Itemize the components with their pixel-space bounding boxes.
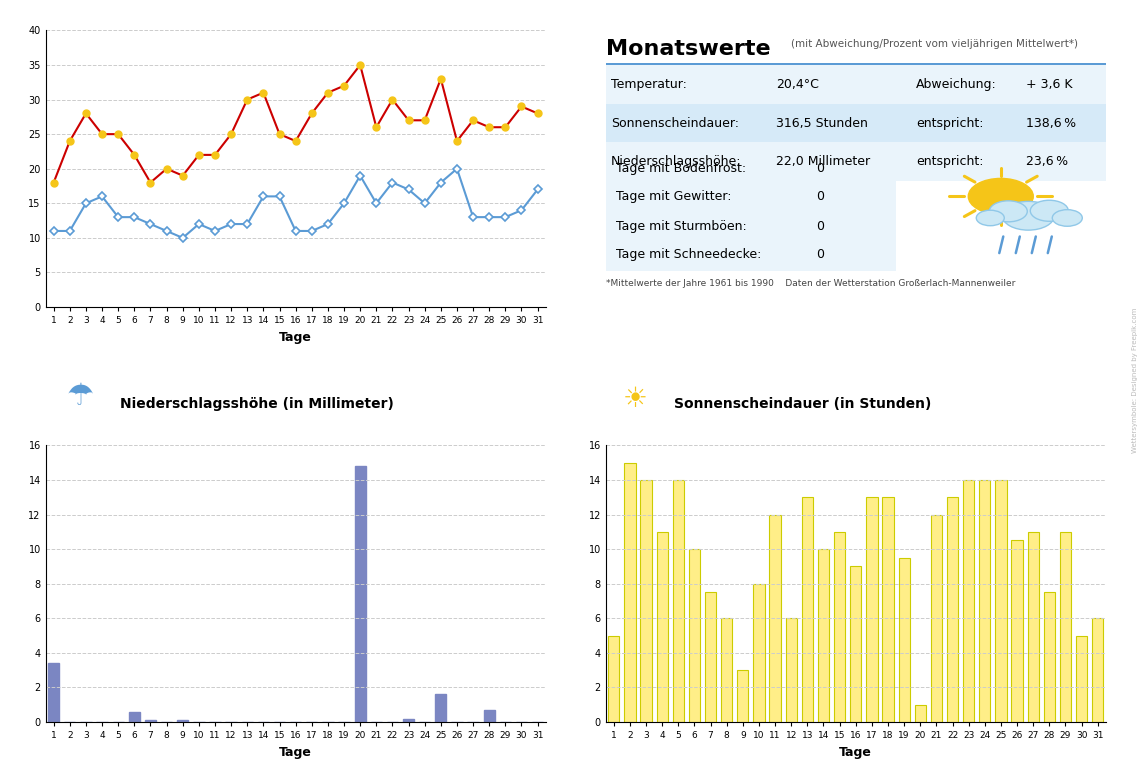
Bar (605, 152, 896, 271)
Bar (882, 497, 894, 722)
Bar (834, 532, 845, 722)
Bar (947, 497, 959, 722)
Bar (801, 497, 813, 722)
Bar (785, 619, 797, 722)
Bar (657, 532, 668, 722)
Text: ☂: ☂ (66, 382, 93, 411)
Bar (705, 592, 716, 722)
Text: Sonnenscheindauer:: Sonnenscheindauer: (611, 116, 739, 129)
Bar (605, 63, 1106, 65)
X-axis label: Tage: Tage (279, 746, 312, 758)
X-axis label: Tage: Tage (279, 331, 312, 344)
Text: Monatswerte: Monatswerte (605, 39, 771, 59)
Bar (817, 549, 829, 722)
Bar (850, 566, 862, 722)
Bar (355, 466, 366, 722)
Bar (866, 497, 878, 722)
Text: Niederschlagsshöhe:: Niederschlagsshöhe: (611, 155, 741, 168)
Text: + 3,6 K: + 3,6 K (1026, 78, 1073, 91)
Bar (995, 480, 1007, 722)
Text: Abweichung:: Abweichung: (915, 78, 996, 91)
Text: entspricht:: entspricht: (915, 116, 984, 129)
Bar (129, 711, 140, 722)
Text: (mit Abweichung/Prozent vom vieljährigen Mittelwert*): (mit Abweichung/Prozent vom vieljährigen… (791, 39, 1077, 49)
Circle shape (1031, 200, 1068, 221)
Text: *Mittelwerte der Jahre 1961 bis 1990    Daten der Wetterstation Großerlach-Manne: *Mittelwerte der Jahre 1961 bis 1990 Dat… (605, 280, 1015, 288)
Bar (1011, 540, 1023, 722)
Bar (738, 670, 749, 722)
Bar (483, 710, 495, 722)
Bar (1092, 619, 1104, 722)
Bar (1076, 635, 1088, 722)
Bar (673, 480, 684, 722)
Bar (689, 549, 700, 722)
Bar (48, 663, 59, 722)
Bar (979, 480, 991, 722)
Text: Temperatur:: Temperatur: (611, 78, 686, 91)
Bar (1044, 592, 1054, 722)
Bar (625, 463, 636, 722)
Text: 22,0 Millimeter: 22,0 Millimeter (775, 155, 870, 168)
Text: 20,4°C: 20,4°C (775, 78, 819, 91)
Bar (963, 480, 975, 722)
Bar (605, 103, 1106, 142)
Bar (641, 480, 652, 722)
Bar (1060, 532, 1072, 722)
Text: Sonnenscheindauer (in Stunden): Sonnenscheindauer (in Stunden) (674, 397, 931, 411)
Text: 0: 0 (816, 248, 824, 261)
Text: Tage mit Gewitter:: Tage mit Gewitter: (616, 190, 731, 203)
Text: Tage mit Schneedecke:: Tage mit Schneedecke: (616, 248, 762, 261)
Bar (722, 619, 732, 722)
Bar (770, 515, 781, 722)
Circle shape (1052, 210, 1082, 226)
Bar (930, 515, 942, 722)
Text: entspricht:: entspricht: (915, 155, 984, 168)
Bar (608, 635, 619, 722)
Circle shape (976, 211, 1004, 226)
Bar (177, 720, 188, 722)
Bar (914, 705, 926, 722)
Bar (605, 65, 1106, 103)
Text: Wettersymbole: Designed by Freepik.com: Wettersymbole: Designed by Freepik.com (1132, 307, 1138, 453)
Text: Tage mit Sturmböen:: Tage mit Sturmböen: (616, 220, 747, 233)
Bar (435, 695, 447, 722)
Bar (402, 718, 414, 722)
Bar (605, 142, 1106, 181)
Text: Niederschlagsshöhe (in Millimeter): Niederschlagsshöhe (in Millimeter) (120, 397, 393, 411)
Circle shape (990, 201, 1027, 222)
Text: 0: 0 (816, 220, 824, 233)
Circle shape (968, 179, 1033, 214)
Text: ☀: ☀ (622, 385, 648, 413)
Bar (898, 558, 910, 722)
Text: 0: 0 (816, 190, 824, 203)
Circle shape (1002, 201, 1054, 230)
Text: Tage mit Bodenfrost:: Tage mit Bodenfrost: (616, 162, 746, 176)
Bar (1027, 532, 1039, 722)
Bar (145, 720, 156, 722)
Text: 0: 0 (816, 162, 824, 176)
Bar (754, 584, 765, 722)
Text: 138,6 %: 138,6 % (1026, 116, 1076, 129)
Text: 23,6 %: 23,6 % (1026, 155, 1068, 168)
Text: 316,5 Stunden: 316,5 Stunden (775, 116, 868, 129)
X-axis label: Tage: Tage (839, 746, 872, 758)
